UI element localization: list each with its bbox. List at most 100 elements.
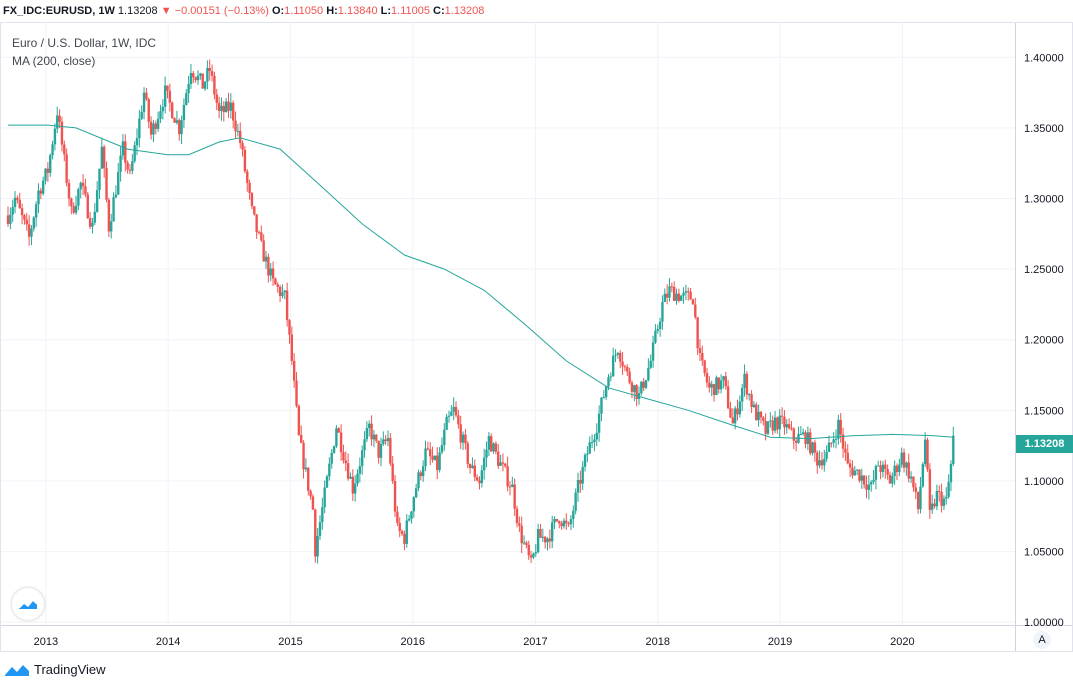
tradingview-brand[interactable]: TradingView bbox=[34, 662, 106, 677]
candle-body bbox=[248, 182, 251, 194]
candle-body bbox=[497, 451, 500, 466]
candle-body bbox=[276, 284, 279, 287]
legend-title[interactable]: Euro / U.S. Dollar, 1W, IDC bbox=[12, 36, 157, 50]
candle-body bbox=[513, 484, 516, 509]
candle-body bbox=[114, 194, 118, 198]
candle-body bbox=[515, 508, 519, 524]
candle-body bbox=[194, 77, 197, 81]
candle-body bbox=[680, 295, 683, 301]
candle-body bbox=[173, 118, 176, 123]
candle-body bbox=[396, 511, 399, 523]
candle-body bbox=[468, 463, 472, 468]
candle-body bbox=[445, 416, 448, 430]
candle-body bbox=[419, 472, 423, 477]
candle-body bbox=[534, 552, 537, 554]
candle-body bbox=[84, 186, 87, 195]
candle-body bbox=[417, 472, 420, 489]
candle-body bbox=[154, 123, 157, 129]
candle-body bbox=[677, 293, 681, 301]
candle-body bbox=[170, 102, 174, 119]
candle-body bbox=[288, 320, 291, 335]
auto-scale-button[interactable]: A bbox=[1033, 631, 1051, 649]
candle-body bbox=[675, 293, 678, 301]
candle-body bbox=[187, 83, 190, 94]
candle-body bbox=[126, 162, 129, 170]
candle-body bbox=[703, 360, 706, 374]
price-axis[interactable]: 1.00000 1.05000 1.10000 1.15000 1.20000 1.250… bbox=[1024, 52, 1064, 629]
candle-body bbox=[250, 193, 254, 207]
candle-body bbox=[25, 219, 28, 225]
candle-body bbox=[60, 121, 64, 145]
candle-body bbox=[105, 168, 108, 200]
candle-body bbox=[65, 154, 68, 183]
candle-body bbox=[337, 428, 340, 433]
candle-body bbox=[593, 439, 596, 443]
tradingview-badge[interactable] bbox=[12, 588, 44, 620]
legend-ma[interactable]: MA (200, close) bbox=[12, 54, 96, 68]
price-chart[interactable]: 1.00000 1.05000 1.10000 1.15000 1.20000 1.250… bbox=[0, 22, 1073, 652]
candle-body bbox=[494, 443, 498, 452]
symbol-header: FX_IDC:EURUSD, 1W 1.13208 ▼ −0.00151 (−0… bbox=[0, 0, 1073, 22]
candle-body bbox=[525, 542, 528, 545]
candle-body bbox=[234, 120, 237, 132]
candle-body bbox=[710, 384, 713, 388]
candle-body bbox=[543, 536, 547, 543]
candle-body bbox=[119, 155, 122, 172]
candle-body bbox=[668, 286, 671, 298]
candle-body bbox=[811, 442, 814, 454]
candle-body bbox=[902, 452, 906, 468]
candle-body bbox=[736, 408, 739, 415]
high-label: H: bbox=[326, 5, 338, 18]
candle-body bbox=[6, 215, 10, 224]
candle-body bbox=[841, 434, 845, 449]
candle-body bbox=[844, 448, 847, 453]
candle-body bbox=[687, 291, 690, 293]
candle-body bbox=[271, 268, 275, 279]
candle-body bbox=[424, 448, 427, 467]
candle-body bbox=[588, 442, 591, 454]
candle-body bbox=[215, 94, 218, 103]
candle-body bbox=[447, 415, 451, 417]
candle-body bbox=[292, 360, 296, 381]
candle-body bbox=[665, 293, 669, 298]
candle-body bbox=[112, 197, 115, 222]
candle-body bbox=[485, 449, 488, 458]
candle-body bbox=[311, 496, 315, 510]
candle-body bbox=[23, 215, 26, 220]
candle-body bbox=[464, 434, 467, 444]
candle-body bbox=[867, 484, 871, 490]
candle-body bbox=[102, 146, 106, 169]
candle-body bbox=[719, 380, 723, 390]
x-tick-label: 2020 bbox=[890, 636, 914, 648]
candle-body bbox=[450, 411, 453, 416]
candle-body bbox=[161, 106, 165, 112]
candle-body bbox=[579, 480, 582, 484]
candle-body bbox=[644, 380, 648, 388]
candle-body bbox=[642, 381, 645, 388]
candle-body bbox=[72, 206, 75, 213]
x-tick-label: 2016 bbox=[401, 636, 425, 648]
tradingview-logo-icon bbox=[18, 598, 38, 609]
candle-body bbox=[877, 465, 880, 467]
candle-body bbox=[705, 373, 709, 383]
candle-body bbox=[300, 434, 303, 443]
candle-body bbox=[933, 503, 936, 507]
candle-body bbox=[321, 507, 324, 523]
candle-body bbox=[689, 291, 692, 300]
time-axis[interactable]: 2013 2014 2015 2016 2017 2018 2019 2020 bbox=[34, 636, 915, 648]
candle-body bbox=[607, 377, 610, 387]
candle-body bbox=[377, 440, 380, 458]
candle-body bbox=[511, 484, 514, 488]
candle-body bbox=[586, 453, 589, 455]
candle-body bbox=[257, 232, 261, 234]
candle-body bbox=[837, 419, 840, 439]
candle-body bbox=[135, 138, 139, 146]
candle-body bbox=[865, 484, 868, 490]
candle-body bbox=[30, 228, 33, 237]
candle-body bbox=[623, 366, 627, 368]
candle-body bbox=[928, 469, 932, 510]
candle-body bbox=[555, 518, 559, 522]
candle-body bbox=[522, 542, 526, 544]
symbol-label[interactable]: FX_IDC:EURUSD, 1W bbox=[3, 5, 115, 18]
candle-body bbox=[916, 491, 920, 510]
